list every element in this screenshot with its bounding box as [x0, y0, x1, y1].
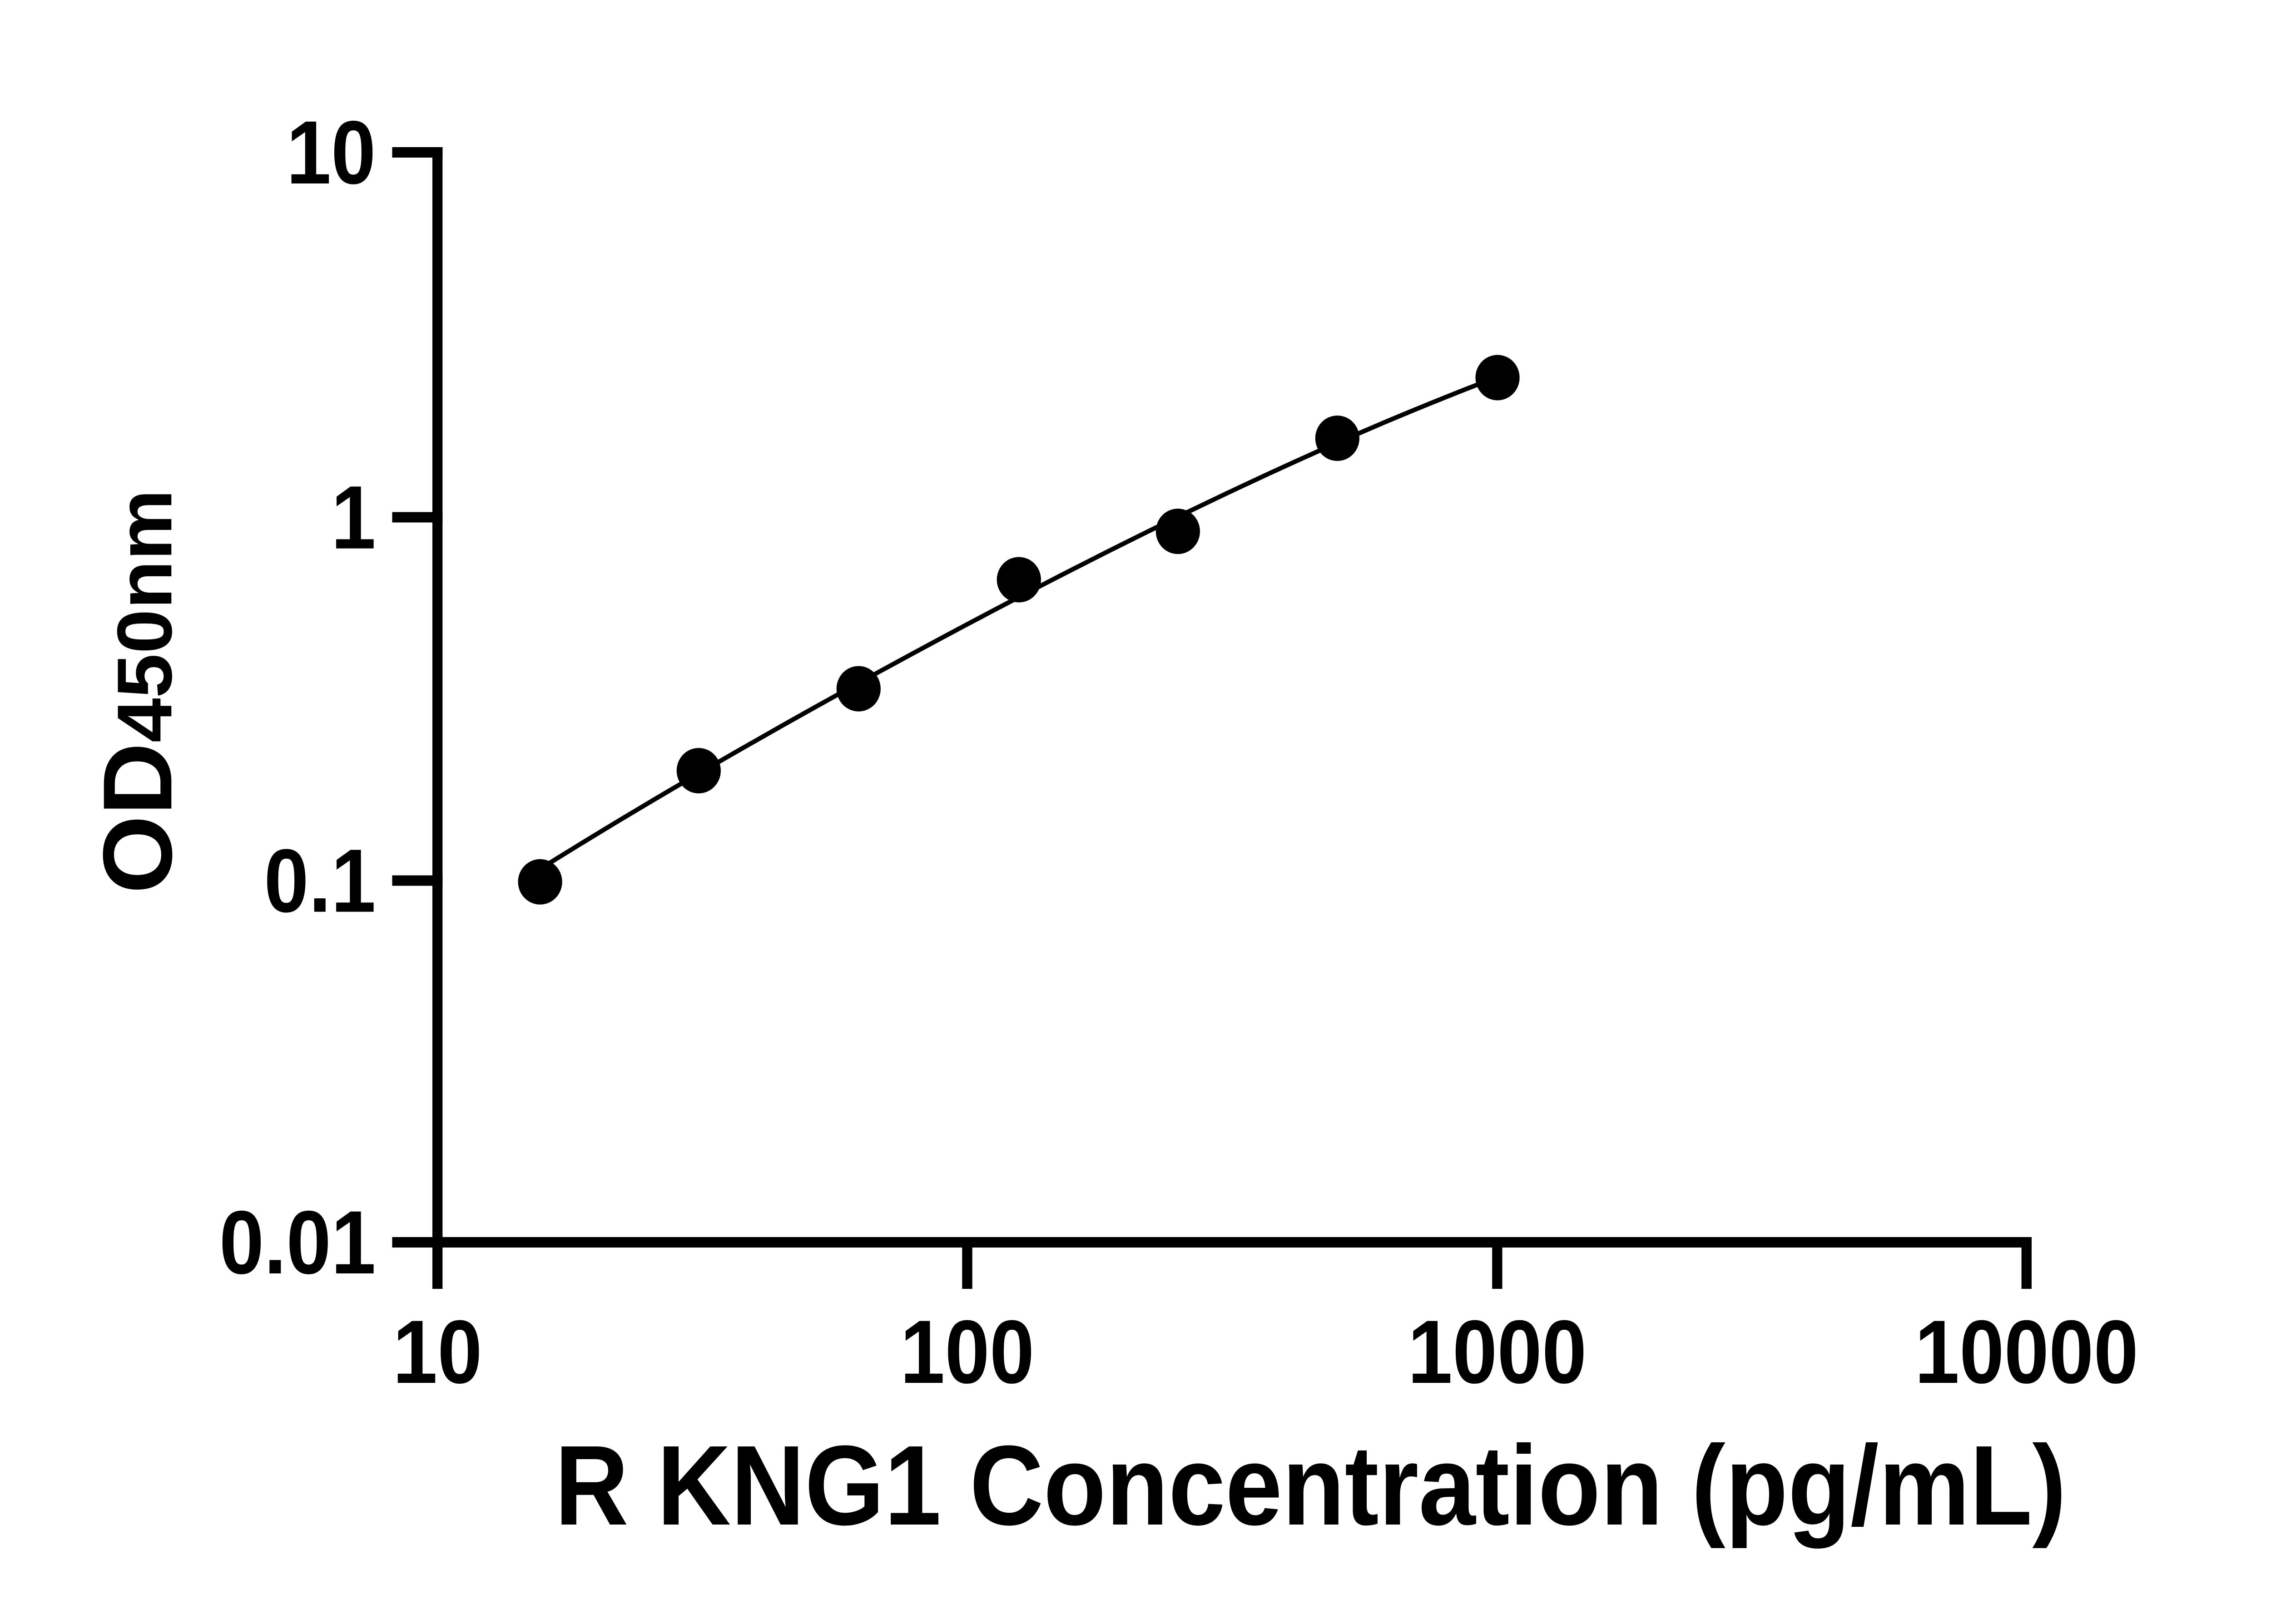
- svg-text:10000: 10000: [1915, 1302, 2139, 1402]
- svg-text:OD450nm: OD450nm: [83, 489, 193, 894]
- svg-text:100: 100: [900, 1302, 1035, 1402]
- svg-text:1000: 1000: [1408, 1302, 1587, 1402]
- svg-text:0.01: 0.01: [219, 1192, 376, 1292]
- svg-text:10: 10: [286, 102, 376, 203]
- svg-text:0.1: 0.1: [264, 830, 376, 931]
- svg-text:1: 1: [331, 467, 376, 567]
- svg-text:R KNG1 Concentration (pg/mL): R KNG1 Concentration (pg/mL): [555, 1422, 2066, 1549]
- svg-text:10: 10: [393, 1302, 482, 1402]
